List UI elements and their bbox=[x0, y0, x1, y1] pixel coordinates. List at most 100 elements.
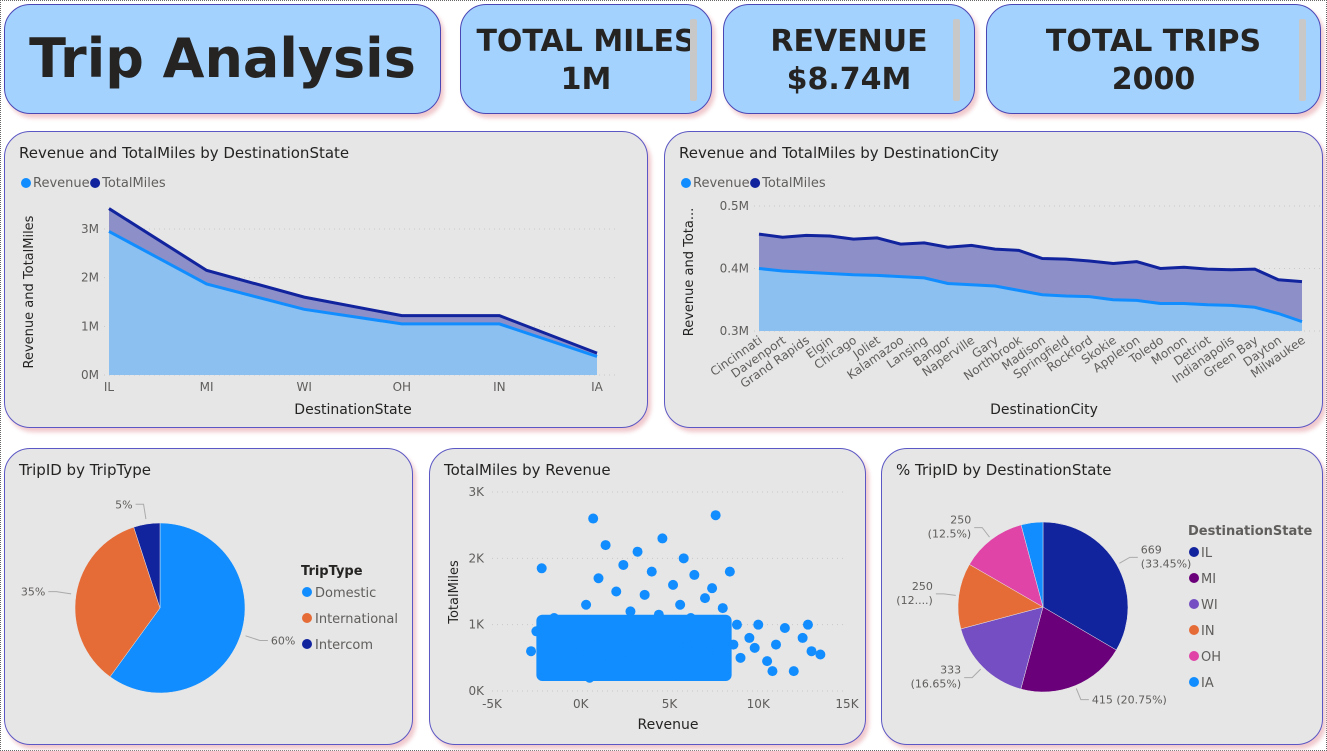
revenue-area bbox=[759, 268, 1302, 331]
kpi-label: TOTAL MILES bbox=[476, 24, 696, 59]
leader-line bbox=[935, 593, 956, 596]
scatter-point bbox=[705, 666, 716, 677]
data-label: 35% bbox=[21, 586, 45, 599]
label-line: 669 bbox=[1141, 543, 1162, 556]
scatter-point bbox=[652, 662, 663, 673]
scatter-point bbox=[744, 632, 755, 643]
legend-label: IN bbox=[1201, 624, 1215, 639]
kpi-value: 1M bbox=[560, 62, 612, 97]
scatter-chart[interactable]: TotalMiles by Revenue 0K 1K 2K 3K -5K 0K 5K 10K… bbox=[429, 448, 866, 745]
legend-label: IA bbox=[1201, 676, 1214, 691]
legend-label: Domestic bbox=[315, 586, 376, 601]
kpi-total-trips: TOTAL TRIPS 2000 bbox=[986, 4, 1321, 114]
legend-marker bbox=[1189, 625, 1199, 635]
legend-marker bbox=[302, 639, 312, 649]
scatter-point bbox=[540, 619, 551, 630]
scatter-point bbox=[762, 656, 773, 667]
chart-title: Revenue and TotalMiles by DestinationCit… bbox=[679, 144, 999, 162]
legend-marker bbox=[21, 178, 31, 188]
scatter-point bbox=[600, 540, 611, 551]
scatter-point bbox=[696, 622, 707, 633]
scatter-point bbox=[584, 636, 595, 647]
scatter-point bbox=[620, 646, 631, 657]
y-axis-title: Revenue and TotalMiles bbox=[22, 215, 37, 368]
scatter-point bbox=[637, 639, 648, 650]
legend-label: Revenue bbox=[33, 176, 90, 191]
chart-title: TotalMiles by Revenue bbox=[444, 461, 611, 479]
label-line: (16.65%) bbox=[911, 678, 962, 691]
scatter-point bbox=[728, 639, 739, 650]
leader-line bbox=[964, 668, 982, 679]
x-tick-label: WI bbox=[296, 380, 311, 394]
y-tick-label: 0.4M bbox=[720, 262, 749, 276]
scatter-point bbox=[731, 619, 742, 630]
scatter-point bbox=[771, 639, 781, 650]
y-tick-label: 0M bbox=[81, 368, 99, 382]
scatter-point bbox=[639, 589, 650, 600]
totalmiles-line bbox=[758, 232, 1303, 284]
legend-marker bbox=[302, 587, 312, 597]
scatter-point bbox=[664, 626, 675, 637]
city-area-chart[interactable]: Revenue and TotalMiles by DestinationCit… bbox=[664, 131, 1323, 428]
dense-point-cloud bbox=[536, 614, 732, 682]
chart-title: Revenue and TotalMiles by DestinationSta… bbox=[19, 144, 350, 162]
y-axis-title: Revenue and Tota... bbox=[682, 208, 697, 336]
y-tick-label: 1M bbox=[81, 319, 99, 333]
scatter-point bbox=[714, 629, 725, 640]
scatter-point bbox=[657, 533, 668, 544]
pie-slice-wi bbox=[960, 606, 1044, 690]
scrollbar[interactable] bbox=[1299, 19, 1306, 101]
legend-label: TotalMiles bbox=[101, 176, 166, 191]
scatter-point bbox=[753, 619, 764, 630]
x-tick-label: IL bbox=[104, 380, 115, 394]
scatter-point bbox=[558, 646, 568, 657]
y-tick-label: 0.5M bbox=[720, 199, 749, 213]
legend-marker bbox=[1189, 599, 1199, 609]
totalmiles-area bbox=[759, 234, 1302, 322]
scatter-point bbox=[625, 606, 636, 617]
legend-label: OH bbox=[1201, 650, 1221, 665]
leader-line bbox=[135, 503, 147, 520]
y-tick-label: 3M bbox=[81, 222, 99, 236]
x-tick-label: 10K bbox=[747, 697, 771, 711]
scatter-point bbox=[536, 563, 547, 574]
scatter-point bbox=[602, 649, 613, 660]
pie-slice-mi bbox=[1020, 606, 1117, 693]
triptype-pie-chart[interactable]: TripID by TripType 60% 35% 5% TripType Domes… bbox=[4, 448, 413, 745]
label-line: 250 bbox=[912, 580, 933, 593]
page-title: Trip Analysis bbox=[29, 27, 416, 90]
chart-title: TripID by TripType bbox=[19, 461, 151, 479]
state-area-chart[interactable]: Revenue and TotalMiles by DestinationSta… bbox=[4, 131, 648, 428]
x-tick-label: 5K bbox=[662, 697, 679, 711]
legend-label: International bbox=[315, 612, 398, 627]
totalmiles-line bbox=[108, 207, 598, 355]
scatter-point bbox=[685, 613, 696, 624]
scatter-point bbox=[815, 649, 826, 660]
scatter-point bbox=[559, 632, 570, 643]
data-label: 415 (20.75%) bbox=[1092, 694, 1167, 707]
data-label: 60% bbox=[271, 634, 295, 647]
scatter-point bbox=[604, 619, 615, 630]
pie-slice-intercom bbox=[133, 522, 161, 609]
legend-marker bbox=[750, 178, 761, 188]
scrollbar[interactable] bbox=[953, 19, 960, 101]
legend-marker bbox=[1189, 677, 1199, 687]
scatter-point bbox=[689, 569, 700, 580]
state-pie-chart[interactable]: % TripID by DestinationState 669 (33.45%)… bbox=[881, 448, 1323, 745]
scatter-point bbox=[806, 646, 817, 657]
legend-label: Intercom bbox=[315, 638, 373, 653]
revenue-line bbox=[108, 230, 598, 358]
x-tick-label: MI bbox=[200, 380, 214, 394]
kpi-value: $8.74M bbox=[786, 62, 912, 97]
scatter-point bbox=[588, 513, 599, 524]
scatter-point bbox=[632, 546, 643, 557]
x-tick-label: IA bbox=[591, 380, 604, 394]
scatter-point bbox=[655, 629, 666, 640]
kpi-label: TOTAL TRIPS bbox=[1045, 24, 1262, 59]
leader-line bbox=[48, 591, 72, 595]
x-axis-title: DestinationCity bbox=[990, 402, 1098, 418]
revenue-line bbox=[758, 267, 1303, 324]
scrollbar[interactable] bbox=[690, 19, 697, 101]
scatter-point bbox=[543, 639, 554, 650]
scatter-point bbox=[593, 573, 604, 584]
